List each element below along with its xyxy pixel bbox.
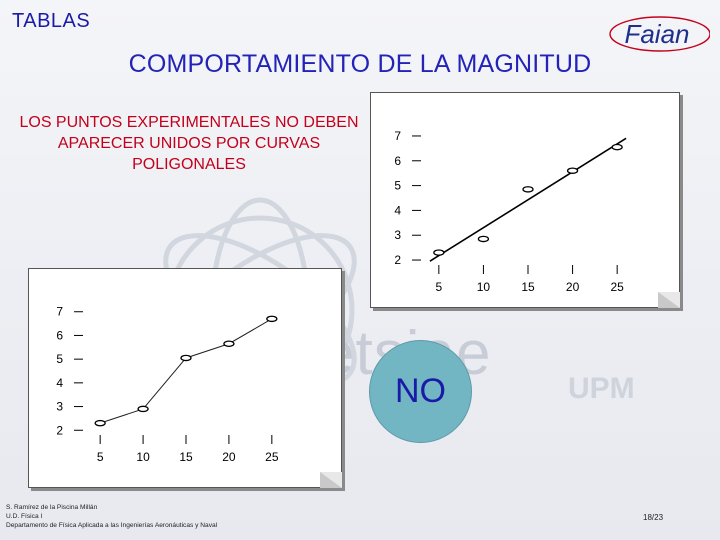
x-tick-label: 5 [97, 450, 104, 464]
y-tick-label: 6 [394, 154, 401, 168]
verdict-badge: NO [369, 340, 472, 443]
page-number: 18/23 [643, 513, 664, 522]
chart-fit: 2 3 4 5 6 7 5 10 15 20 25 [394, 129, 627, 294]
y-tick-label: 2 [394, 253, 401, 267]
data-point [611, 143, 623, 151]
data-point [94, 419, 106, 427]
verdict-text: NO [395, 372, 446, 410]
x-tick-label: 15 [179, 450, 193, 464]
data-point [223, 340, 235, 347]
x-tick-label: 20 [222, 450, 236, 464]
y-tick-label: 7 [394, 129, 401, 143]
y-tick-label: 7 [56, 305, 63, 319]
y-tick-label: 5 [56, 352, 63, 366]
slide-title: COMPORTAMIENTO DE LA MAGNITUD [128, 50, 592, 78]
y-tick-label: 6 [56, 328, 63, 342]
section-label: TABLAS [12, 10, 91, 32]
data-point [566, 167, 579, 174]
x-tick-label: 5 [435, 280, 442, 294]
footer-author: S. Ramírez de la Piscina Millán [6, 504, 98, 511]
upm-watermark: UPM [568, 372, 635, 405]
y-tick-label: 4 [394, 203, 401, 217]
statement-text: LOS PUNTOS EXPERIMENTALES NO DEBEN APARE… [19, 114, 359, 173]
footer-department: Departamento de Física Aplicada a las In… [6, 522, 218, 529]
faian-logo: Faian [609, 16, 710, 52]
y-tick-label: 4 [56, 376, 63, 390]
footer-unit: U.D. Física I [6, 513, 43, 520]
polyline [100, 318, 273, 424]
page-curl [320, 472, 342, 488]
data-point [180, 354, 192, 362]
fit-line [429, 137, 627, 262]
x-tick-label: 25 [265, 450, 279, 464]
data-point [477, 235, 490, 243]
data-point [522, 186, 534, 193]
data-point [137, 405, 149, 413]
chart-card-fit: 2 3 4 5 6 7 5 10 15 20 25 [370, 92, 680, 308]
chart-polyline: 2 3 4 5 6 7 5 10 15 20 25 [56, 305, 279, 464]
logo-text: Faian [624, 19, 689, 49]
footer: S. Ramírez de la Piscina Millán U.D. Fís… [6, 503, 217, 530]
page-curl [658, 292, 680, 308]
y-tick-label: 3 [56, 400, 63, 414]
y-tick-label: 3 [394, 228, 401, 242]
x-tick-label: 10 [136, 450, 150, 464]
data-point [266, 315, 278, 323]
y-tick-label: 2 [56, 423, 63, 437]
chart-card-polyline: 2 3 4 5 6 7 5 10 15 20 25 [28, 268, 342, 488]
x-tick-label: 15 [521, 280, 535, 294]
y-tick-label: 5 [394, 179, 401, 193]
data-point [433, 249, 445, 256]
x-tick-label: 20 [566, 280, 580, 294]
x-tick-label: 10 [477, 280, 491, 294]
x-tick-label: 25 [610, 280, 624, 294]
